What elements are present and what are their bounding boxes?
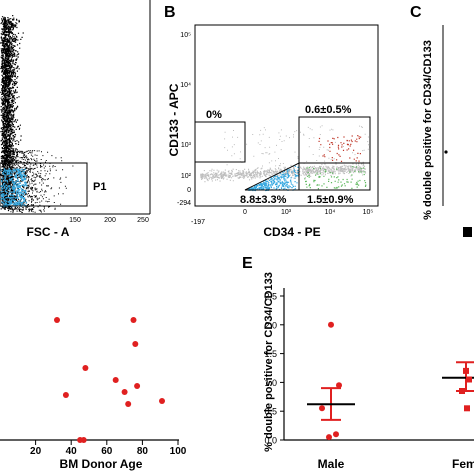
panel-d-points: [54, 317, 165, 443]
panel-e-point-male: [326, 434, 332, 441]
panel-a-gate-p1: [0, 162, 88, 207]
panel-d-point: [159, 398, 165, 404]
panel-e-y-tick-label: 1.5: [264, 349, 277, 359]
panel-c-cropped: C % double positive for CD34/CD133: [410, 4, 472, 237]
panel-d-point: [125, 401, 132, 407]
panel-b-y-axis-label: CD133 - APC: [167, 83, 181, 156]
panel-d-x-tick-label: 40: [66, 446, 78, 457]
panel-c-data-point: [444, 150, 448, 154]
panel-d-point: [62, 392, 69, 398]
panel-b-lower-right-percent: 1.5±0.9%: [307, 194, 354, 206]
panel-d-point: [121, 389, 128, 395]
panel-c-y-axis-label: % double positive for CD34/CD133: [422, 40, 434, 220]
panel-b-upper-left-percent: 0%: [206, 109, 222, 121]
panel-b-y-tick: 10⁴: [180, 82, 191, 89]
panel-d-x-tick-label: 100: [170, 446, 187, 457]
panel-d-x-tick-label: 60: [101, 446, 113, 457]
panel-e-y-tick-label: 0.0: [264, 436, 277, 446]
panel-a-black-events: [0, 15, 74, 213]
panel-e-point-male: [333, 431, 339, 438]
panel-b-event-cloud: [200, 125, 371, 192]
panel-d-x-ticks: 20 40 60 80 100: [30, 440, 187, 457]
panel-b-y-tick: -294: [177, 200, 191, 207]
panel-d-point: [132, 341, 139, 347]
panel-a-event-cloud: [0, 15, 74, 213]
panel-b-y-tick: 10³: [181, 142, 192, 149]
panel-c-clipped-label: [463, 227, 472, 237]
panel-b-y-tick: 10²: [181, 173, 192, 180]
panel-a-gate-label: P1: [93, 181, 106, 193]
panel-e-point-female: [466, 376, 472, 383]
panel-a-x-tick: 200: [104, 217, 116, 224]
panel-e-y-tick-label: 0.5: [264, 407, 277, 417]
panel-d-x-tick-label: 20: [30, 446, 42, 457]
panel-e-point-male: [328, 321, 334, 328]
panel-b-x-tick: 10⁴: [325, 209, 336, 216]
panel-e-groups: [307, 321, 474, 441]
panel-b-y-tick: 0: [187, 187, 191, 194]
panel-d-x-tick-label: 80: [137, 446, 149, 457]
panel-b-x-tick: 10⁵: [363, 209, 374, 216]
panel-e-x-tick-male: Male: [318, 457, 345, 471]
panel-d-point: [80, 437, 87, 443]
panel-b-x-tick: -197: [191, 219, 205, 226]
panel-a-blue-events: [0, 168, 28, 208]
panel-b-letter: B: [164, 4, 176, 21]
panel-b-green-events: [304, 166, 367, 190]
panel-b-blue-events: [248, 165, 300, 192]
panel-a-x-tick: 150: [69, 217, 81, 224]
panel-d-point: [54, 317, 60, 323]
panel-e-sex-comparison: E 0.0 0.5 1.0 1.5 2.0 2.5 % double positive f…: [242, 255, 474, 471]
panel-e-point-female: [464, 405, 470, 412]
panel-e-letter: E: [242, 255, 253, 272]
panel-e-point-male: [336, 382, 342, 389]
panel-a-x-axis-label: FSC - A: [27, 225, 70, 239]
panel-e-point-female: [463, 367, 469, 374]
panel-b-y-tick: 10⁵: [180, 32, 191, 39]
panel-b-upper-right-percent: 0.6±0.5%: [305, 104, 352, 116]
panel-e-point-female: [459, 388, 465, 394]
panel-b-x-axis-label: CD34 - PE: [263, 225, 320, 239]
panel-d-point: [130, 317, 137, 323]
panel-d-age-scatter: 20 40 60 80 100 BM Donor Age: [0, 317, 187, 471]
panel-b-gate-upper-right: [298, 116, 371, 164]
panel-b-cd34-cd133-scatter: B 0% 0.6±0.5% 8.8±3.3% 1.5±0.9% 10⁵ 10⁴ …: [164, 4, 379, 239]
panel-e-y-tick-label: 1.0: [264, 378, 277, 388]
panel-d-point: [82, 365, 89, 371]
panel-e-y-ticks: 0.0 0.5 1.0 1.5 2.0 2.5: [264, 292, 284, 446]
panel-b-lower-left-percent: 8.8±3.3%: [240, 194, 287, 206]
panel-e-y-axis-label: % double positive for CD34/CD133: [263, 272, 275, 452]
panel-d-point: [112, 377, 119, 383]
panel-b-red-events: [318, 135, 362, 162]
panel-a-x-tick: 250: [137, 217, 149, 224]
panel-b-gate-upper-left: [194, 121, 246, 163]
panel-b-x-tick: 0: [243, 209, 247, 216]
panel-b-gate-lower-right: [298, 162, 371, 191]
panel-e-y-tick-label: 2.5: [264, 292, 277, 302]
panel-b-plot-frame: [194, 24, 379, 207]
panel-e-y-tick-label: 2.0: [264, 320, 277, 330]
panel-d-point: [134, 383, 141, 389]
panel-b-gray-events: [200, 125, 371, 183]
panel-d-x-axis-label: BM Donor Age: [60, 457, 143, 471]
panel-c-letter: C: [410, 4, 422, 21]
panel-a-fsc-scatter: P1 150 200 250 FSC - A: [0, 0, 151, 239]
panel-e-x-tick-female: Fema: [452, 457, 474, 471]
panel-e-point-male: [319, 405, 325, 412]
panel-b-x-tick: 10³: [281, 209, 292, 216]
